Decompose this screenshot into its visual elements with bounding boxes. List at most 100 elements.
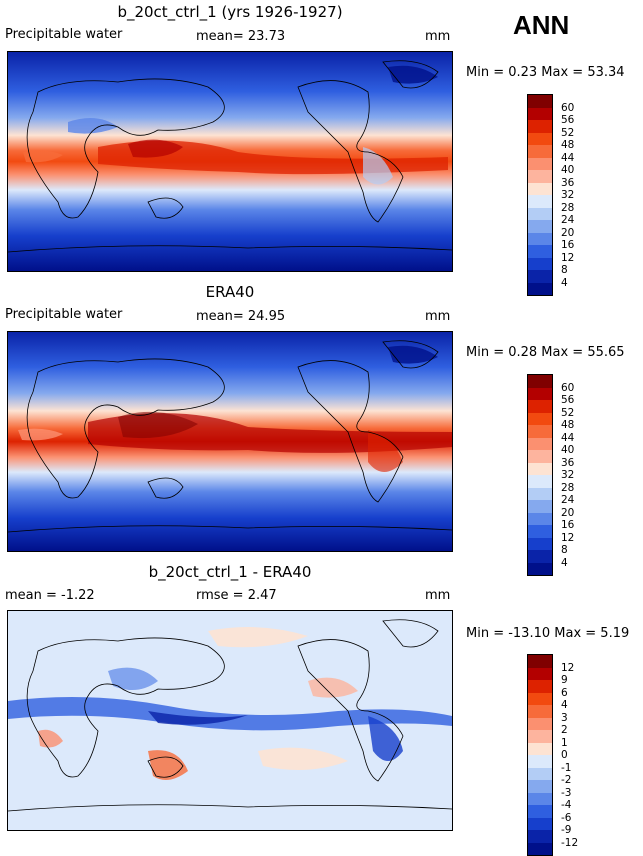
- colorbar-swatch: [528, 742, 552, 755]
- colorbar-swatch: [528, 257, 552, 270]
- colorbar-swatch: [528, 170, 552, 183]
- colorbar-swatch: [528, 667, 552, 680]
- colorbar-obs: [527, 374, 553, 576]
- colorbar-tick-label: 8: [561, 544, 568, 556]
- colorbar-swatch: [528, 792, 552, 805]
- precipitable-water-map-model: [8, 52, 452, 271]
- colorbar-tick-label: 40: [561, 164, 575, 176]
- colorbar-tick-label: 9: [561, 674, 568, 686]
- colorbar-swatch: [528, 487, 552, 500]
- colorbar-swatch: [528, 830, 552, 843]
- panel-title-diff: b_20ct_ctrl_1 - ERA40: [148, 563, 312, 581]
- units-label-obs: mm: [425, 309, 451, 324]
- colorbar-tick-label: 3: [561, 711, 568, 724]
- colorbar-tick-label: 56: [561, 394, 575, 406]
- colorbar-tick-label: 4: [561, 699, 568, 711]
- colorbar-tick-label: -9: [561, 824, 572, 836]
- colorbar-swatch: [528, 780, 552, 793]
- mean-label-model: mean= 23.73: [196, 29, 286, 44]
- colorbar-swatch: [528, 437, 552, 450]
- colorbar-tick-label: 48: [561, 419, 575, 431]
- colorbar-tick-label: 40: [561, 444, 575, 456]
- colorbar-swatch: [528, 157, 552, 170]
- colorbar-swatch: [528, 525, 552, 538]
- mean-label-diff: mean = -1.22: [5, 588, 95, 603]
- panel-title-obs: ERA40: [205, 283, 255, 301]
- colorbar-swatch: [528, 680, 552, 693]
- colorbar-swatch: [528, 195, 552, 208]
- colorbar-tick-label: 36: [561, 456, 575, 469]
- colorbar-swatch: [528, 232, 552, 245]
- colorbar-tick-label: 28: [561, 201, 575, 214]
- colorbar-swatch: [528, 282, 552, 295]
- colorbar-swatch: [528, 692, 552, 705]
- colorbar-tick-label: 12: [561, 251, 575, 264]
- colorbar-swatch: [528, 475, 552, 488]
- colorbar-tick-label: 6: [561, 686, 568, 699]
- colorbar-swatch: [528, 270, 552, 283]
- colorbar-swatch: [528, 245, 552, 258]
- colorbar-swatch: [528, 817, 552, 830]
- colorbar-tick-label: 52: [561, 406, 575, 419]
- colorbar-swatch: [528, 450, 552, 463]
- colorbar-swatch: [528, 767, 552, 780]
- colorbar-tick-label: 20: [561, 506, 575, 519]
- colorbar-swatch: [528, 717, 552, 730]
- colorbar-swatch: [528, 805, 552, 818]
- map-panel-diff: [7, 610, 453, 831]
- season-label: ANN: [513, 10, 570, 40]
- colorbar-tick-label: 12: [561, 531, 575, 544]
- colorbar-swatch: [528, 220, 552, 233]
- map-panel-obs: [7, 331, 453, 552]
- colorbar-tick-label: 1: [561, 736, 568, 749]
- colorbar-tick-label: 16: [561, 519, 575, 531]
- units-label-model: mm: [425, 29, 451, 44]
- map-panel-model: [7, 51, 453, 272]
- colorbar-swatch: [528, 120, 552, 133]
- colorbar-tick-label: 24: [561, 494, 575, 506]
- colorbar-tick-label: -4: [561, 799, 572, 811]
- colorbar-tick-label: 56: [561, 114, 575, 126]
- variable-label-obs: Precipitable water: [5, 307, 123, 322]
- colorbar-tick-label: 0: [561, 749, 568, 761]
- colorbar-swatch: [528, 512, 552, 525]
- colorbar-tick-label: -1: [561, 761, 572, 774]
- colorbar-swatch: [528, 387, 552, 400]
- colorbar-tick-label: 44: [561, 151, 575, 164]
- colorbar-swatch: [528, 537, 552, 550]
- colorbar-swatch: [528, 145, 552, 158]
- colorbar-swatch: [528, 462, 552, 475]
- colorbar-swatch: [528, 842, 552, 855]
- colorbar-swatch: [528, 182, 552, 195]
- difference-map: [8, 611, 452, 830]
- colorbar-swatch: [528, 562, 552, 575]
- minmax-label-obs: Min = 0.28 Max = 55.65: [466, 345, 625, 360]
- panel-title-model: b_20ct_ctrl_1 (yrs 1926-1927): [117, 3, 343, 21]
- colorbar-swatch: [528, 655, 552, 668]
- colorbar-tick-label: -3: [561, 786, 572, 799]
- colorbar-tick-label: 16: [561, 239, 575, 251]
- colorbar-tick-label: 48: [561, 139, 575, 151]
- colorbar-model: [527, 94, 553, 296]
- colorbar-tick-label: 12: [561, 661, 575, 674]
- colorbar-swatch: [528, 412, 552, 425]
- minmax-label-model: Min = 0.23 Max = 53.34: [466, 65, 625, 80]
- colorbar-swatch: [528, 207, 552, 220]
- colorbar-swatch: [528, 730, 552, 743]
- colorbar-tick-label: 28: [561, 481, 575, 494]
- colorbar-swatch: [528, 550, 552, 563]
- colorbar-tick-label: 32: [561, 469, 575, 481]
- colorbar-tick-label: -6: [561, 811, 572, 824]
- colorbar-tick-label: 2: [561, 724, 568, 736]
- colorbar-tick-label: 4: [561, 556, 568, 569]
- colorbar-swatch: [528, 107, 552, 120]
- colorbar-tick-label: 52: [561, 126, 575, 139]
- colorbar-tick-label: 32: [561, 189, 575, 201]
- colorbar-swatch: [528, 95, 552, 108]
- colorbar-tick-label: 44: [561, 431, 575, 444]
- colorbar-swatch: [528, 375, 552, 388]
- rmse-label-diff: rmse = 2.47: [196, 588, 277, 603]
- colorbar-swatch: [528, 425, 552, 438]
- variable-label-model: Precipitable water: [5, 27, 123, 42]
- mean-label-obs: mean= 24.95: [196, 309, 286, 324]
